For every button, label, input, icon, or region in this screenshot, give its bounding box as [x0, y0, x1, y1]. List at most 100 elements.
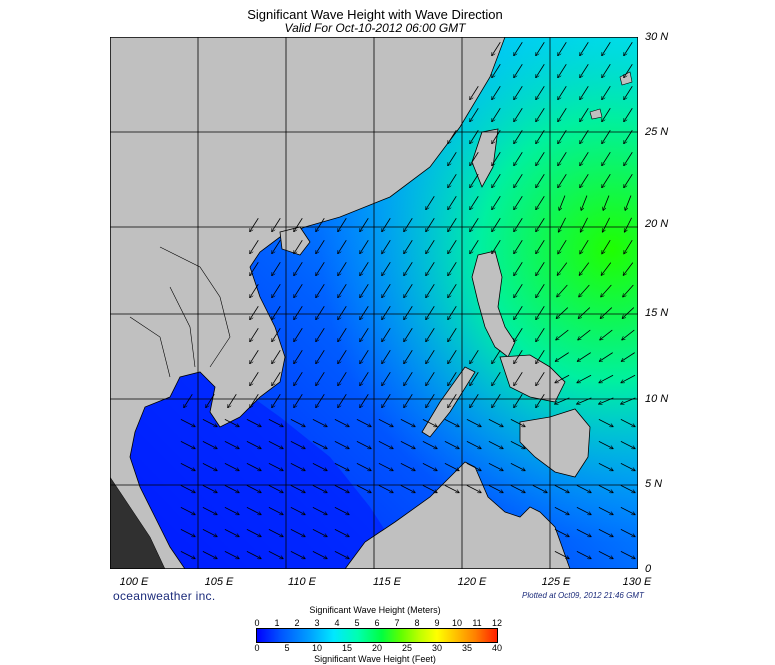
wave-direction-arrow — [360, 218, 369, 232]
wave-direction-arrow — [492, 196, 501, 210]
wave-direction-arrow — [466, 463, 481, 470]
wave-direction-arrow — [404, 240, 413, 254]
wave-direction-arrow — [382, 394, 391, 408]
wave-direction-arrow — [470, 86, 479, 100]
wave-direction-arrow — [576, 551, 591, 558]
wave-direction-arrow — [294, 328, 303, 342]
wave-direction-arrow — [422, 485, 437, 492]
wave-direction-arrow — [536, 64, 545, 78]
wave-direction-arrow — [312, 419, 327, 426]
colorbar-tick-feet: 20 — [371, 643, 383, 653]
wave-direction-arrow — [492, 394, 501, 408]
wave-direction-arrow — [426, 372, 435, 386]
lat-label: 0 — [645, 563, 652, 575]
colorbar-tick-meters: 11 — [472, 618, 482, 628]
wave-direction-arrow — [272, 284, 281, 298]
lon-label: 100 E — [119, 576, 149, 588]
colorbar-tick-meters: 2 — [294, 618, 300, 628]
wave-direction-arrow — [224, 419, 239, 426]
colorbar-tick-meters: 5 — [354, 618, 360, 628]
wave-direction-arrow — [404, 394, 413, 408]
wave-direction-arrow — [577, 352, 591, 362]
wave-direction-arrow — [246, 463, 261, 470]
wave-direction-arrow — [444, 463, 459, 470]
colorbar-tick-feet: 5 — [284, 643, 290, 653]
wave-direction-arrow — [404, 306, 413, 320]
wave-direction-arrow — [536, 174, 545, 188]
wave-direction-arrow — [536, 240, 545, 254]
wave-direction-arrow — [510, 419, 525, 426]
wave-direction-arrow — [272, 240, 281, 254]
wave-direction-arrow — [316, 218, 325, 232]
wave-direction-arrow — [466, 441, 481, 448]
wave-direction-arrow — [338, 306, 347, 320]
wave-direction-arrow — [246, 551, 261, 558]
wave-direction-arrow — [448, 174, 457, 188]
wave-direction-arrow — [510, 485, 525, 492]
wave-direction-arrow — [579, 262, 590, 276]
colorbar-tick-feet: 10 — [311, 643, 323, 653]
wave-direction-arrow — [290, 485, 305, 492]
wave-direction-arrow — [555, 374, 570, 383]
wave-direction-arrow — [268, 485, 283, 492]
wave-direction-arrow — [466, 485, 481, 492]
wave-direction-arrow — [180, 507, 195, 514]
wave-direction-arrow — [250, 262, 259, 276]
country-borders — [129, 246, 231, 378]
wave-direction-arrow — [426, 218, 435, 232]
wave-direction-arrow — [272, 262, 281, 276]
wave-direction-arrow — [492, 174, 501, 188]
wave-direction-arrow — [580, 130, 589, 144]
wave-direction-arrow — [492, 108, 501, 122]
wave-direction-arrow — [514, 174, 523, 188]
wave-direction-arrow — [378, 485, 393, 492]
wave-direction-arrow — [250, 372, 259, 386]
wave-direction-arrow — [536, 42, 545, 56]
wave-direction-arrow — [514, 262, 523, 276]
wave-direction-arrow — [558, 174, 567, 188]
wave-direction-arrow — [294, 306, 303, 320]
wave-direction-arrow — [404, 284, 413, 298]
wave-direction-arrow — [621, 397, 636, 404]
wave-direction-arrow — [382, 306, 391, 320]
wave-direction-arrow — [492, 240, 501, 254]
wave-direction-arrow — [470, 350, 479, 364]
wave-direction-arrow — [444, 441, 459, 448]
wave-direction-arrow — [426, 328, 435, 342]
wave-direction-arrow — [400, 419, 415, 426]
wave-direction-arrow — [356, 463, 371, 470]
wave-direction-arrow — [514, 152, 523, 166]
wave-direction-arrow — [360, 262, 369, 276]
map-title: Significant Wave Height with Wave Direct… — [247, 7, 503, 22]
wave-direction-arrow — [224, 463, 239, 470]
wave-direction-arrow — [250, 240, 259, 254]
lon-label: 130 E — [622, 576, 652, 588]
wave-direction-arrow — [334, 529, 349, 536]
wave-direction-arrow — [621, 374, 636, 383]
wave-direction-arrow — [294, 218, 303, 232]
wave-direction-arrow — [268, 551, 283, 558]
colorbar-tick-feet: 35 — [461, 643, 473, 653]
wave-direction-arrow — [598, 419, 613, 426]
wave-direction-arrow — [598, 485, 613, 492]
wave-direction-arrow — [470, 152, 479, 166]
colorbar-tick-feet: 40 — [491, 643, 503, 653]
wave-direction-arrow — [246, 485, 261, 492]
wave-direction-arrow — [554, 529, 569, 536]
wave-direction-arrow — [290, 441, 305, 448]
lon-label: 120 E — [457, 576, 487, 588]
wave-direction-arrow — [599, 397, 614, 404]
gulf-of-thailand-low-wave — [110, 357, 410, 569]
wave-direction-arrow — [356, 485, 371, 492]
wave-direction-arrow — [536, 196, 545, 210]
wave-direction-arrow — [536, 328, 545, 342]
wave-direction-arrow — [360, 350, 369, 364]
wave-direction-arrow — [180, 485, 195, 492]
wave-direction-arrow — [426, 284, 435, 298]
wave-direction-arrow — [356, 419, 371, 426]
wave-direction-arrow — [448, 350, 457, 364]
wave-direction-arrow — [488, 485, 503, 492]
wave-direction-arrow — [580, 239, 589, 254]
wave-direction-arrow — [202, 463, 217, 470]
wave-direction-arrow — [624, 130, 633, 144]
